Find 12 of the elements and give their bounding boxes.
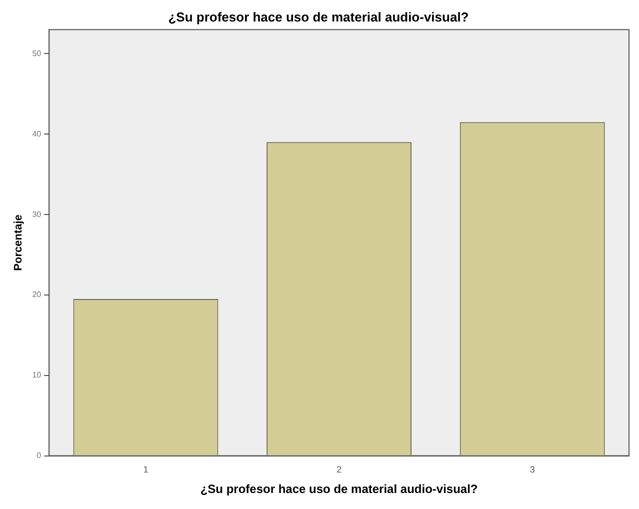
y-tick-label: 0 (36, 451, 42, 460)
chart-title: ¿Su profesor hace uso de material audio-visual? (168, 9, 469, 24)
x-axis-title: ¿Su profesor hace uso de material audio-visual? (200, 482, 478, 496)
y-tick-label: 50 (32, 48, 42, 58)
y-tick-label: 30 (32, 210, 42, 219)
y-tick-label: 10 (32, 370, 42, 380)
y-tick-label: 40 (32, 129, 42, 138)
x-tick-label: 3 (530, 464, 535, 475)
y-tick-label: 20 (32, 290, 42, 300)
x-tick-label: 2 (336, 464, 342, 475)
y-axis-title: Porcentaje (12, 214, 25, 271)
x-tick-label: 1 (143, 464, 148, 475)
